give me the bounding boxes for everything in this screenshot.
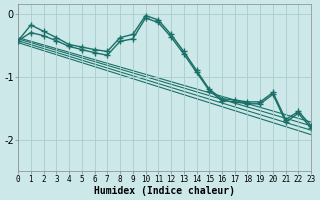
X-axis label: Humidex (Indice chaleur): Humidex (Indice chaleur) xyxy=(94,186,235,196)
